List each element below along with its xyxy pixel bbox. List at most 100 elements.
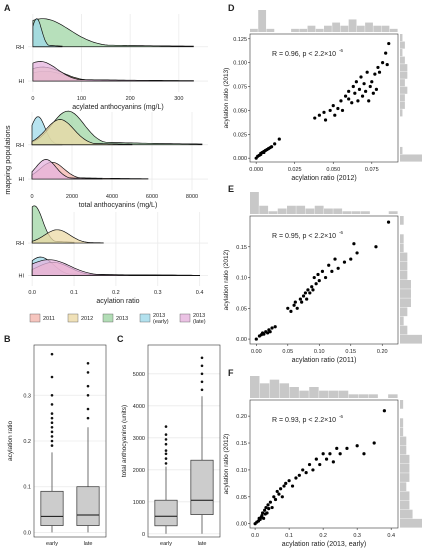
legend-swatch [67, 313, 79, 323]
marginal-histogram-bar [268, 211, 278, 214]
y-tick-label: 0.3 [23, 393, 31, 399]
marginal-histogram-bar [365, 22, 373, 32]
data-point [351, 84, 355, 89]
data-point [373, 72, 377, 76]
data-point [298, 297, 302, 301]
data-point [331, 104, 335, 108]
y-tick-label: 0.05 [236, 306, 247, 312]
annotation-exponent: -6 [339, 414, 343, 419]
data-point [327, 263, 331, 267]
data-point [317, 279, 321, 283]
scatter-2011-vs-2012: 0.00 0.05 0.10 0.15 0.20 0.00 0.05 0.10 0.15 R = … [223, 192, 422, 364]
marginal-histogram-bar [400, 49, 403, 57]
y-tick-label: 0.10 [236, 276, 247, 282]
marginal-histogram-bar [328, 390, 339, 398]
row-label: RH [16, 45, 24, 51]
boxplot-total-anthocyanins: 0 1000 2000 3000 4000 5000 early late total anth… [121, 344, 221, 547]
x-tick-label: late [198, 541, 207, 547]
legend-swatch [139, 313, 151, 323]
x-tick-label: 300 [174, 96, 183, 102]
data-point [347, 97, 351, 101]
data-point [318, 462, 322, 467]
outlier-point [164, 452, 168, 456]
data-point [282, 484, 286, 488]
marginal-histogram-bar [400, 418, 404, 428]
marginal-histogram-bar [400, 252, 408, 262]
y-tick-label: 0 [142, 532, 145, 538]
y-tick-label: 0.00 [236, 337, 247, 343]
marginal-histogram-bar [348, 394, 359, 398]
marginal-histogram-bar [338, 390, 349, 398]
data-point [314, 457, 318, 461]
data-point [322, 110, 326, 114]
ridge-plot-acylated-anthocyanins: RH HI 0 100 200 300 acylated anthocyanins (mg/… [16, 14, 208, 111]
data-point [371, 91, 375, 95]
x-tick-label: 0.20 [377, 349, 388, 355]
data-point [280, 495, 284, 499]
box-iqr [76, 486, 100, 526]
ridge-plot-acylation-ratio: RH HI 0.0 0.1 0.2 0.3 0.4 acylation ratio [16, 205, 208, 305]
data-point [272, 495, 276, 499]
x-axis-label: acylation ratio (2013, early) [282, 541, 366, 548]
legend-swatch [29, 313, 41, 323]
x-tick-label: 0.1 [285, 533, 293, 539]
y-tick-label: 3000 [133, 436, 145, 442]
marginal-histogram-bar [388, 211, 398, 214]
data-point [317, 113, 321, 117]
data-point [316, 272, 320, 277]
outlier-point [200, 388, 204, 392]
data-point [345, 446, 349, 451]
data-point [311, 468, 315, 472]
outlier-point [86, 416, 90, 420]
data-point [279, 487, 283, 491]
marginal-histogram-bar [307, 25, 316, 32]
plot-frame [249, 399, 399, 529]
data-point [297, 473, 301, 477]
data-point [262, 516, 266, 520]
marginal-histogram-bar [400, 154, 422, 162]
data-point [265, 511, 269, 515]
data-point [314, 282, 318, 286]
outlier-point [86, 393, 90, 397]
correlation-annotation: R = 0.96, p < 2.2×10 [272, 51, 336, 58]
y-tick-label: 0.10 [236, 468, 247, 474]
data-point [307, 462, 312, 467]
y-tick-label: 0.025 [233, 132, 247, 138]
data-point [324, 457, 329, 461]
marginal-histogram-bar [400, 216, 404, 225]
marginal-histogram-bar [250, 28, 258, 32]
marginal-histogram-bar [356, 25, 365, 32]
marginal-histogram-bar [258, 10, 267, 32]
x-tick-label: 0.1 [70, 290, 78, 296]
data-point [352, 242, 356, 246]
data-point [290, 484, 295, 488]
y-tick-label: 2000 [133, 468, 145, 474]
marginal-histogram-bar [351, 211, 361, 214]
data-point [264, 505, 268, 510]
marginal-histogram-bar [400, 71, 408, 79]
y-tick-label: 0.075 [233, 85, 247, 91]
outlier-point [86, 361, 90, 365]
data-point [323, 275, 328, 280]
data-point [260, 514, 264, 518]
row-label: HI [19, 274, 25, 280]
outlier-point [164, 425, 168, 428]
outlier-point [164, 462, 168, 465]
x-tick-label: early [46, 541, 58, 547]
data-point [268, 500, 273, 504]
y-axis-label: acylation ratio [7, 421, 14, 461]
data-point [354, 80, 358, 84]
scatter-2013early-vs-2012: 0.0 0.1 0.2 0.3 0.4 0.00 0.05 0.10 0.15 0.20 R = 0… [223, 376, 422, 548]
marginal-histogram-bar [299, 28, 308, 32]
data-point [289, 309, 293, 313]
marginal-histogram-bar [332, 22, 341, 32]
marginal-histogram-bar [361, 211, 370, 214]
y-tick-label: 0.125 [233, 37, 247, 43]
x-axis-label: acylation ratio (2011) [292, 357, 357, 364]
data-point [260, 511, 265, 515]
legend-label-line: (late) [193, 319, 206, 325]
data-point [330, 269, 334, 273]
data-point [380, 61, 385, 65]
x-tick-label: 0.05 [282, 349, 293, 355]
x-tick-label: 0.10 [314, 349, 325, 355]
